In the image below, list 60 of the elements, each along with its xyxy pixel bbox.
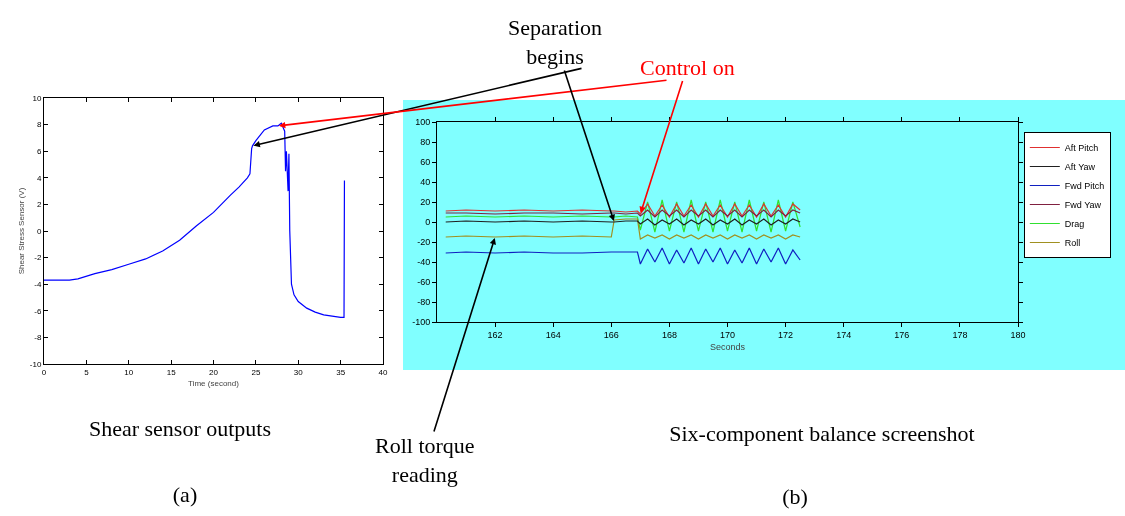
x-tick-label: 164 (545, 329, 561, 340)
y-tick-label: -100 (412, 317, 431, 328)
x-tick-label: 5 (84, 367, 90, 377)
x-tick-label: 30 (293, 367, 304, 377)
y-tick-label: 10 (32, 93, 42, 103)
text: (a) (172, 482, 198, 508)
x-tick-label: 162 (487, 329, 503, 340)
legend-label: Drag (1064, 219, 1085, 230)
x-tick-label: 166 (603, 329, 619, 340)
y-tick-label: -10 (29, 359, 42, 369)
x-tick-label: 25 (251, 367, 261, 377)
x-tick-label: 35 (336, 367, 346, 377)
legend-label: Fwd Yaw (1064, 200, 1102, 211)
y-tick-label: -6 (34, 306, 42, 316)
y-tick-label: -2 (34, 253, 42, 263)
y-tick-label: -40 (417, 257, 431, 268)
legend-label: Aft Yaw (1064, 162, 1096, 173)
y-tick-label: 100 (415, 117, 431, 128)
annotation: Control on (640, 55, 735, 80)
x-tick-label: 172 (778, 329, 794, 340)
text: (b) (782, 484, 808, 510)
x-tick-label: 168 (661, 329, 677, 340)
x-tick-label: 176 (894, 329, 910, 340)
y-tick-label: 60 (420, 157, 431, 168)
y-tick-label: 80 (420, 137, 431, 148)
text: Shear sensor outputs (88, 416, 272, 442)
x-tick-label: 20 (209, 367, 219, 377)
x-axis-title: Seconds (709, 341, 746, 352)
y-tick-label: 0 (36, 226, 42, 236)
line-series (445, 203, 801, 218)
y-tick-label: -80 (417, 297, 431, 308)
line-series (445, 247, 801, 265)
y-tick-label: -4 (34, 280, 42, 289)
x-tick-label: 10 (124, 367, 134, 377)
x-tick-label: 40 (378, 367, 388, 377)
y-tick-label: 0 (425, 217, 431, 228)
y-tick-label: 2 (36, 200, 42, 210)
annotation: Separation begins (508, 15, 603, 69)
text: Six-component balance screenshot (669, 421, 975, 447)
legend-label: Roll (1064, 238, 1081, 249)
y-tick-label: 4 (36, 173, 42, 183)
y-tick-label: 40 (420, 177, 431, 188)
y-tick-label: -8 (34, 333, 42, 343)
y-tick-label: -60 (417, 277, 431, 288)
legend-label: Fwd Pitch (1064, 181, 1105, 192)
x-tick-label: 178 (952, 329, 968, 340)
x-axis-title: Time (second) (188, 378, 240, 388)
x-tick-label: 174 (836, 329, 852, 340)
annotation: Roll torque reading (375, 433, 475, 487)
x-tick-label: 170 (719, 329, 736, 340)
y-axis-title: Shear Stress Sensor (V) (16, 187, 26, 275)
legend-label: Aft Pitch (1064, 143, 1099, 154)
y-tick-label: 20 (420, 197, 431, 208)
y-tick-label: -20 (417, 237, 431, 248)
x-tick-label: 180 (1010, 329, 1026, 340)
y-tick-label: 6 (36, 147, 42, 156)
y-tick-label: 8 (36, 120, 42, 130)
line-series (44, 122, 346, 319)
line-series (445, 199, 801, 233)
x-tick-label: 15 (166, 367, 177, 377)
